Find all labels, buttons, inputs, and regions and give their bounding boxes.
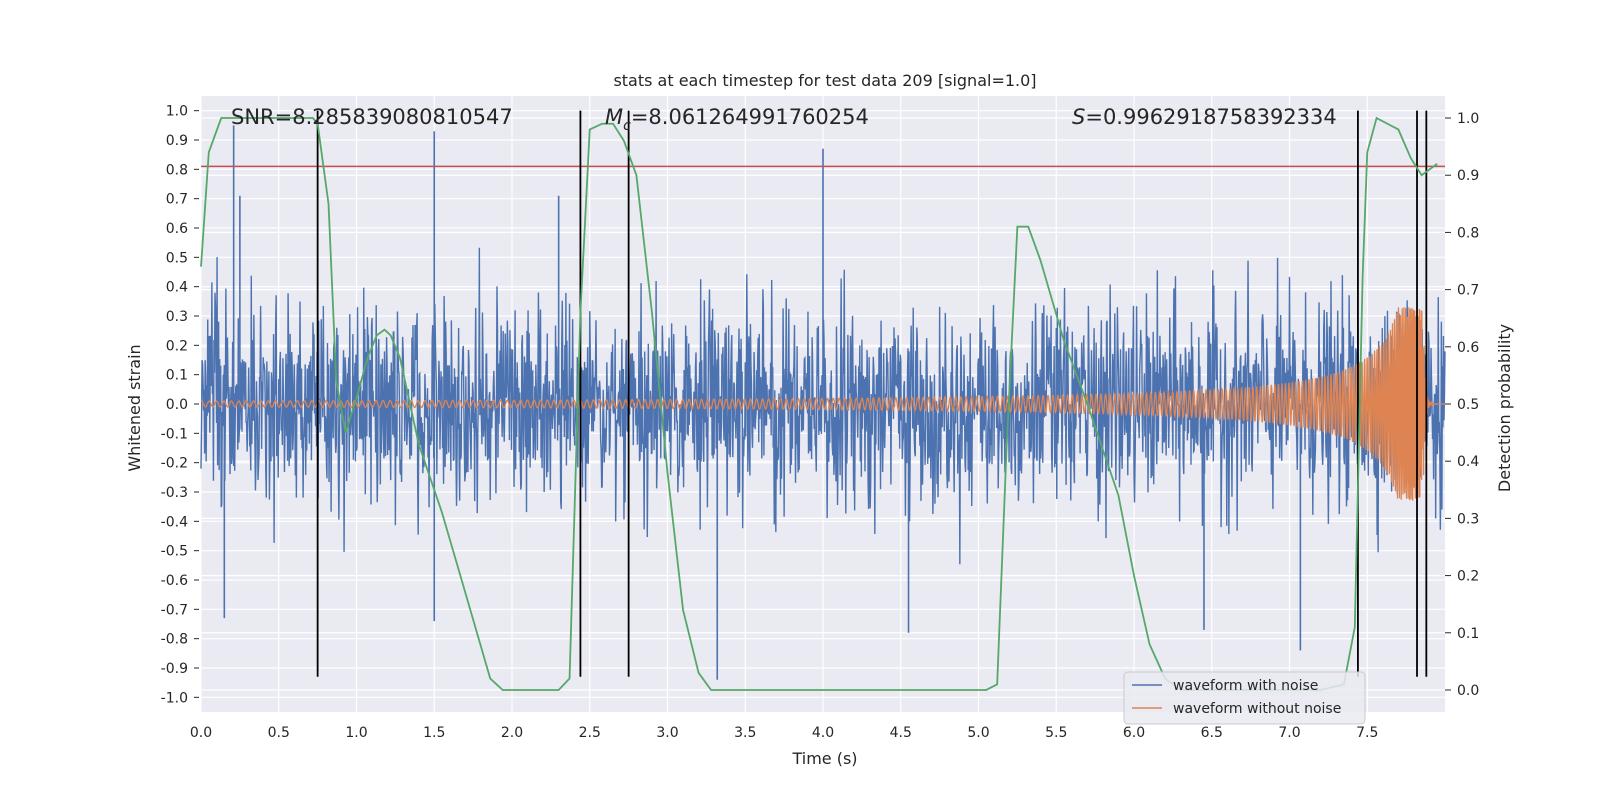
y2-tick-label: 0.7 <box>1457 283 1479 299</box>
y-tick-label: 0.6 <box>166 221 188 237</box>
x-tick-label: 4.5 <box>890 725 912 741</box>
chart-title: stats at each timestep for test data 209… <box>613 71 1036 90</box>
y-tick-label: -1.0 <box>161 690 188 706</box>
waveform-without-noise-line <box>200 307 1445 501</box>
y2-tick-label: 0.3 <box>1457 511 1479 527</box>
y-tick-label: -0.6 <box>161 573 188 589</box>
x-tick-label: 3.5 <box>734 725 756 741</box>
x-tick-label: 4.0 <box>812 725 834 741</box>
x-tick-label: 7.0 <box>1278 725 1300 741</box>
spin-value: =0.9962918758392334 <box>1085 105 1336 129</box>
x-tick-label: 3.0 <box>656 725 678 741</box>
waveform-without-noise-series <box>200 307 1445 501</box>
y-tick-label: 0.9 <box>166 133 188 149</box>
x-tick-label: 7.5 <box>1356 725 1378 741</box>
spin-annotation: S=0.9962918758392334 <box>1072 105 1337 129</box>
y-tick-label: -0.2 <box>161 456 188 472</box>
chirp-mass-value: =8.061264991760254 <box>631 105 869 129</box>
x-tick-label: 6.5 <box>1201 725 1223 741</box>
y2-axis-title: Detection probability <box>1495 324 1514 492</box>
waveform-with-noise-peaks <box>223 125 1302 680</box>
y-tick-label: 0.3 <box>166 309 188 325</box>
y2-tick-label: 0.4 <box>1457 454 1479 470</box>
x-tick-label: 5.5 <box>1045 725 1067 741</box>
y2-tick-label: 0.1 <box>1457 626 1479 642</box>
y-axis-title: Whitened strain <box>125 344 144 471</box>
legend-box <box>1123 671 1366 725</box>
x-tick-label: 0.5 <box>268 725 290 741</box>
y2-tick-label: 0.2 <box>1457 569 1479 585</box>
y-tick-label: 0.4 <box>166 280 188 296</box>
y-tick-label: 0.0 <box>166 397 188 413</box>
x-tick-label: 2.0 <box>501 725 523 741</box>
x-tick-label: 0.0 <box>190 725 212 741</box>
x-tick-label: 1.5 <box>423 725 445 741</box>
snr-annotation: SNR=8.285839080810547 <box>231 105 513 129</box>
y2-tick-label: 0.9 <box>1457 168 1479 184</box>
x-tick-label: 5.0 <box>967 725 989 741</box>
chirp-mass-symbol: M <box>605 105 623 129</box>
y-tick-label: 0.2 <box>166 338 188 354</box>
y-tick-label: -0.8 <box>161 632 188 648</box>
y2-tick-label: 0.8 <box>1457 225 1479 241</box>
vertical-markers <box>316 110 1428 677</box>
y-tick-label: -0.1 <box>161 426 188 442</box>
x-axis-title: Time (s) <box>791 749 857 768</box>
y-tick-label: -0.4 <box>161 514 188 530</box>
y-tick-label: -0.7 <box>161 602 188 618</box>
legend: waveform with noise waveform without noi… <box>1123 671 1366 725</box>
y2-tick-label: 1.0 <box>1457 111 1479 127</box>
y-tick-label: -0.5 <box>161 544 188 560</box>
y-tick-label: 1.0 <box>166 104 188 120</box>
x-tick-label: 1.0 <box>345 725 367 741</box>
spin-symbol: S <box>1072 105 1085 129</box>
x-tick-label: 2.5 <box>579 725 601 741</box>
x-tick-label: 6.0 <box>1123 725 1145 741</box>
y2-tick-label: 0.0 <box>1457 683 1479 699</box>
y2-tick-label: 0.5 <box>1457 397 1479 413</box>
y-tick-label: 0.8 <box>166 162 188 178</box>
y2-tick-label: 0.6 <box>1457 340 1479 356</box>
y-tick-label: 0.1 <box>166 368 188 384</box>
legend-label-clean: waveform without noise <box>1173 701 1341 717</box>
y-tick-label: 0.5 <box>166 250 188 266</box>
y-tick-label: -0.9 <box>161 661 188 677</box>
waveform-with-noise-series <box>200 125 1446 680</box>
chirp-mass-annotation: Mc=8.061264991760254 <box>605 105 869 134</box>
ticks: 0.0 0.5 1.0 1.5 2.0 2.5 3.0 3.5 4.0 4.5 5.0 5.5 6.0 6… <box>161 104 1480 741</box>
y-tick-label: -0.3 <box>161 485 188 501</box>
chirp-mass-subscript: c <box>623 118 631 134</box>
legend-label-noise: waveform with noise <box>1173 678 1318 694</box>
y-tick-label: 0.7 <box>166 192 188 208</box>
